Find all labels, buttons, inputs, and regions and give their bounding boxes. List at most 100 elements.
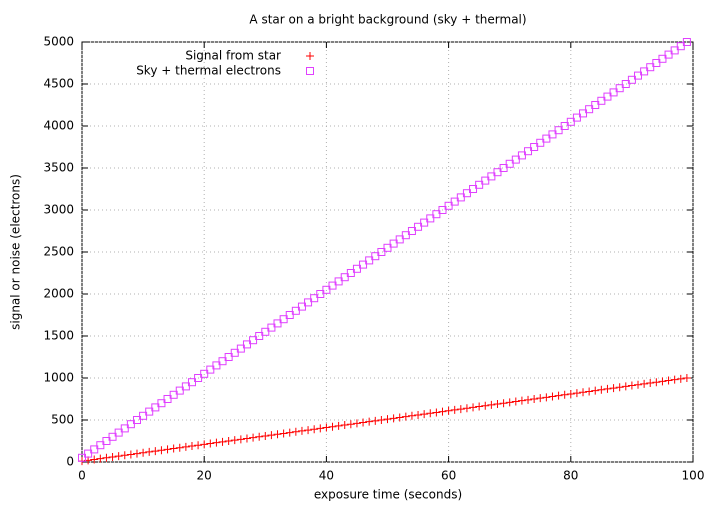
point bbox=[621, 80, 630, 88]
point bbox=[304, 426, 313, 435]
point bbox=[163, 445, 172, 454]
point bbox=[621, 382, 630, 391]
point bbox=[96, 441, 105, 450]
point bbox=[261, 327, 270, 336]
x-axis-label: exposure time (seconds) bbox=[314, 488, 462, 502]
point bbox=[389, 239, 398, 248]
point bbox=[487, 172, 496, 181]
point bbox=[212, 438, 221, 447]
point bbox=[670, 375, 679, 384]
point bbox=[90, 445, 99, 454]
point bbox=[291, 427, 300, 436]
point bbox=[603, 384, 612, 393]
point bbox=[151, 447, 160, 456]
point bbox=[560, 390, 569, 399]
legend-marker bbox=[306, 52, 314, 60]
point bbox=[670, 46, 679, 55]
point bbox=[664, 50, 673, 59]
point bbox=[658, 377, 667, 386]
point bbox=[634, 380, 643, 389]
point bbox=[181, 382, 190, 391]
y-axis-label: signal or noise (electrons) bbox=[9, 174, 23, 330]
point bbox=[242, 434, 251, 443]
point bbox=[187, 378, 196, 387]
point bbox=[200, 440, 209, 449]
legend-label: Signal from star bbox=[185, 49, 281, 63]
point bbox=[414, 410, 423, 419]
point bbox=[267, 431, 276, 440]
point bbox=[627, 381, 636, 390]
x-tick-label: 80 bbox=[563, 469, 578, 483]
y-tick-label: 500 bbox=[51, 413, 74, 427]
point bbox=[395, 413, 404, 422]
point bbox=[450, 197, 459, 206]
point bbox=[371, 416, 380, 425]
point bbox=[328, 281, 337, 290]
point bbox=[682, 374, 691, 382]
point bbox=[157, 399, 166, 408]
point bbox=[524, 395, 533, 404]
point bbox=[310, 294, 319, 303]
point bbox=[291, 306, 300, 315]
point bbox=[401, 231, 410, 240]
point bbox=[646, 379, 655, 388]
point bbox=[383, 243, 392, 252]
point bbox=[145, 447, 154, 456]
x-tick-label: 100 bbox=[682, 469, 705, 483]
point bbox=[664, 376, 673, 385]
point bbox=[285, 428, 294, 437]
point bbox=[352, 419, 361, 428]
point bbox=[640, 67, 649, 76]
point bbox=[175, 386, 184, 395]
point bbox=[493, 400, 502, 409]
point bbox=[542, 393, 551, 402]
point bbox=[615, 84, 624, 93]
plot-frame bbox=[81, 41, 694, 463]
point bbox=[377, 416, 386, 424]
point bbox=[432, 408, 441, 417]
point bbox=[438, 407, 447, 416]
x-tick-label: 20 bbox=[197, 469, 212, 483]
point bbox=[273, 319, 282, 328]
point bbox=[517, 151, 526, 160]
point bbox=[505, 398, 514, 407]
point bbox=[249, 336, 258, 345]
point bbox=[255, 432, 264, 441]
point bbox=[383, 415, 392, 424]
point bbox=[634, 71, 643, 80]
point bbox=[572, 389, 581, 398]
point bbox=[585, 105, 594, 114]
point bbox=[230, 436, 239, 445]
point bbox=[499, 399, 508, 408]
y-tick-label: 5000 bbox=[43, 35, 74, 49]
point bbox=[407, 411, 416, 420]
point bbox=[548, 130, 557, 139]
point bbox=[530, 395, 539, 403]
point bbox=[517, 396, 526, 405]
y-tick-label: 2000 bbox=[43, 287, 74, 301]
y-tick-label: 3500 bbox=[43, 161, 74, 175]
point bbox=[554, 391, 563, 400]
point bbox=[536, 394, 545, 403]
point bbox=[139, 448, 148, 457]
legend-label: Sky + thermal electrons bbox=[136, 64, 281, 78]
point bbox=[163, 395, 172, 403]
chart-title: A star on a bright background (sky + the… bbox=[249, 13, 526, 27]
point bbox=[84, 449, 93, 458]
point bbox=[444, 201, 453, 210]
point bbox=[96, 454, 105, 463]
point bbox=[646, 63, 655, 72]
point bbox=[652, 59, 661, 67]
point bbox=[108, 452, 117, 461]
point bbox=[236, 344, 245, 353]
point bbox=[340, 273, 349, 282]
point bbox=[200, 369, 209, 378]
point bbox=[206, 365, 215, 374]
point bbox=[132, 449, 141, 458]
point bbox=[566, 389, 575, 398]
point bbox=[438, 206, 447, 214]
point bbox=[218, 437, 227, 446]
point bbox=[481, 401, 490, 410]
point bbox=[181, 442, 190, 451]
legend-marker bbox=[306, 67, 314, 75]
